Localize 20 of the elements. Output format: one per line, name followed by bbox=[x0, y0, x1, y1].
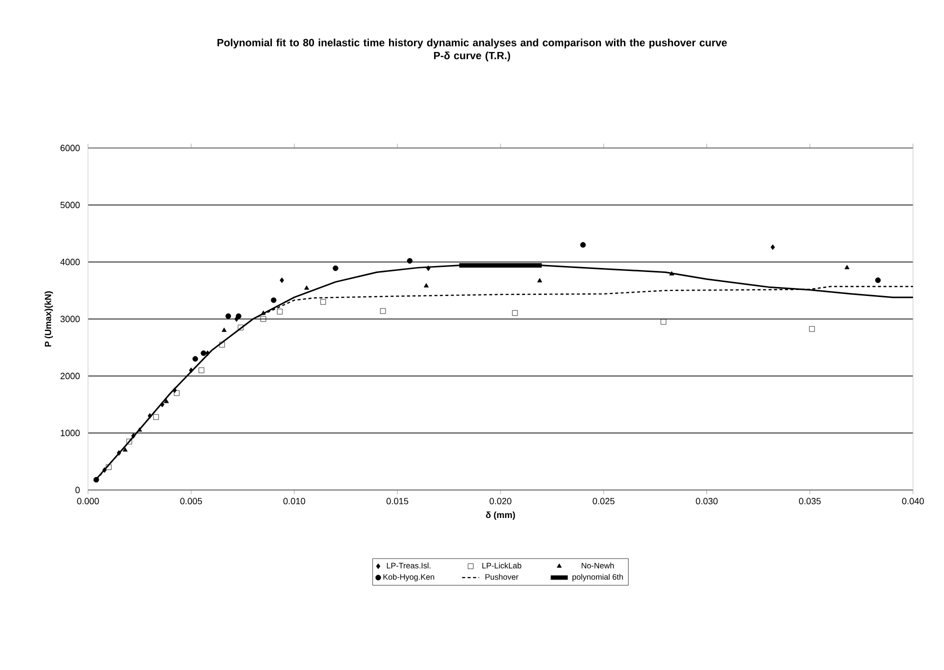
x-tick-label: 0.040 bbox=[902, 498, 924, 504]
y-tick-label: 2000 bbox=[60, 372, 80, 380]
x-tick-label: 0.005 bbox=[180, 498, 202, 504]
y-axis-title: P (Umax)(kN) bbox=[44, 291, 53, 347]
x-tick-label: 0.015 bbox=[386, 498, 408, 504]
y-tick-label: 6000 bbox=[60, 144, 80, 152]
y-tick-label: 5000 bbox=[60, 202, 80, 208]
x-tick-label: 0.035 bbox=[799, 498, 821, 504]
y-tick-label: 1000 bbox=[60, 430, 80, 436]
x-tick-label: 0.025 bbox=[592, 498, 614, 504]
chart-subtitle: P-δ curve (T.R.) bbox=[434, 52, 510, 62]
y-tick-label: 4000 bbox=[60, 258, 80, 266]
x-axis-title: δ (mm) bbox=[486, 511, 515, 520]
x-tick-label: 0.030 bbox=[696, 498, 718, 504]
chart-title: Polynomial fit to 80 inelastic time history dynamic analyses and comparison with the pushover curve bbox=[218, 38, 727, 48]
y-tick-label: 0 bbox=[75, 486, 80, 494]
x-tick-label: 0.020 bbox=[490, 498, 512, 504]
y-tick-label: 3000 bbox=[60, 316, 80, 322]
x-tick-label: 0.000 bbox=[77, 498, 99, 504]
x-tick-label: 0.010 bbox=[283, 498, 306, 504]
